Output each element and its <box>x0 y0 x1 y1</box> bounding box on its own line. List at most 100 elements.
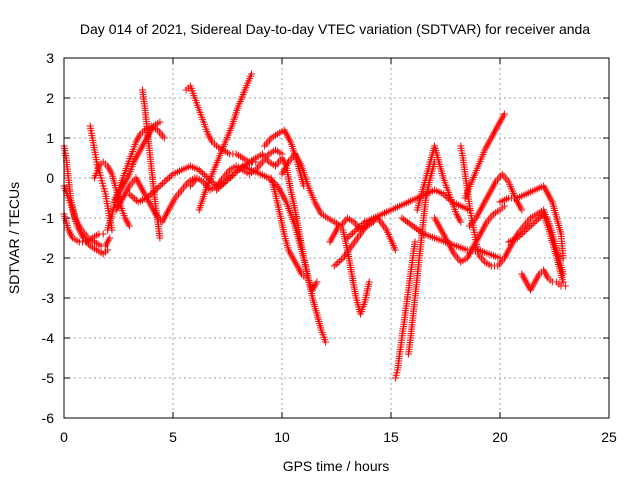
grid-lines <box>64 58 609 418</box>
data-points <box>60 70 569 382</box>
data-point <box>221 178 229 186</box>
series-arc32 <box>505 210 567 286</box>
data-point <box>214 184 222 192</box>
data-point <box>216 183 224 191</box>
data-point <box>199 169 207 177</box>
data-point <box>156 234 164 242</box>
series-arc33 <box>518 266 569 294</box>
series-arc24 <box>413 142 465 226</box>
data-point <box>127 192 135 200</box>
data-point <box>405 219 413 227</box>
data-point <box>418 229 426 237</box>
x-tick-label: 25 <box>601 429 617 445</box>
data-point <box>531 218 539 226</box>
y-tick-label: 3 <box>46 50 54 66</box>
data-point <box>228 172 236 180</box>
series-arc29 <box>461 110 508 202</box>
data-point <box>145 192 153 200</box>
y-axis-label: SDTVAR / TECUs <box>6 182 22 294</box>
data-point <box>195 166 203 174</box>
data-point <box>365 278 373 286</box>
data-point <box>357 221 365 229</box>
x-tick-label: 20 <box>492 429 508 445</box>
data-point <box>391 246 399 254</box>
data-point <box>104 246 112 254</box>
data-point <box>522 226 530 234</box>
data-point <box>156 118 164 126</box>
data-point <box>518 206 526 214</box>
data-point <box>527 221 535 229</box>
data-point <box>500 202 508 210</box>
data-point <box>347 231 355 239</box>
data-point <box>352 226 360 234</box>
series-arc17 <box>267 174 310 282</box>
data-point <box>411 238 419 246</box>
data-point <box>359 220 367 228</box>
series-arc21 <box>343 186 473 242</box>
data-point <box>220 180 228 188</box>
data-point <box>237 164 245 172</box>
data-point <box>524 224 532 232</box>
x-tick-label: 5 <box>169 429 177 445</box>
chart-title: Day 014 of 2021, Sidereal Day-to-day VTE… <box>80 21 590 37</box>
data-point <box>125 222 133 230</box>
y-tick-label: -1 <box>42 210 55 226</box>
data-point <box>146 191 154 199</box>
data-point <box>106 234 114 242</box>
data-point <box>330 262 338 270</box>
data-point <box>398 214 406 222</box>
data-point <box>302 274 310 282</box>
data-point <box>561 282 569 290</box>
data-point <box>160 178 168 186</box>
plot-frame <box>63 57 610 419</box>
series-arc28 <box>466 170 526 230</box>
data-point <box>153 184 161 192</box>
data-point <box>403 218 411 226</box>
data-point <box>559 278 567 286</box>
data-point <box>439 190 447 198</box>
series-arc25 <box>398 214 504 262</box>
data-point <box>143 194 151 202</box>
data-point <box>235 165 243 173</box>
data-point <box>248 70 255 78</box>
data-point <box>129 193 137 201</box>
data-point <box>416 227 424 235</box>
x-axis-label: GPS time / hours <box>283 458 390 474</box>
data-point <box>519 229 527 237</box>
data-point <box>162 176 170 184</box>
data-point <box>313 278 321 286</box>
series-arc15 <box>245 150 321 294</box>
data-point <box>343 234 351 242</box>
data-point <box>409 222 417 230</box>
series-arc22 <box>391 238 419 382</box>
data-point <box>345 232 353 240</box>
data-point <box>223 176 231 184</box>
series-arc9 <box>112 174 199 226</box>
data-point <box>125 190 133 198</box>
data-point <box>441 192 449 200</box>
data-point <box>526 223 534 231</box>
data-point <box>336 257 344 265</box>
data-point <box>131 195 139 203</box>
data-point <box>513 234 521 242</box>
data-point <box>225 175 233 183</box>
data-point <box>167 172 175 180</box>
data-point <box>197 168 205 176</box>
data-point <box>160 134 168 142</box>
data-point <box>148 189 156 197</box>
data-point <box>500 110 508 118</box>
series-arc31 <box>496 182 567 262</box>
data-point <box>227 173 235 181</box>
data-point <box>218 181 226 189</box>
data-point <box>213 186 221 194</box>
series-arc26 <box>431 202 508 266</box>
data-point <box>157 181 165 189</box>
data-point <box>536 213 544 221</box>
y-tick-label: 0 <box>46 170 54 186</box>
y-tick-label: -4 <box>42 330 55 346</box>
data-point <box>356 223 364 231</box>
data-point <box>407 221 415 229</box>
y-tick-label: -5 <box>42 370 55 386</box>
data-point <box>515 232 523 240</box>
